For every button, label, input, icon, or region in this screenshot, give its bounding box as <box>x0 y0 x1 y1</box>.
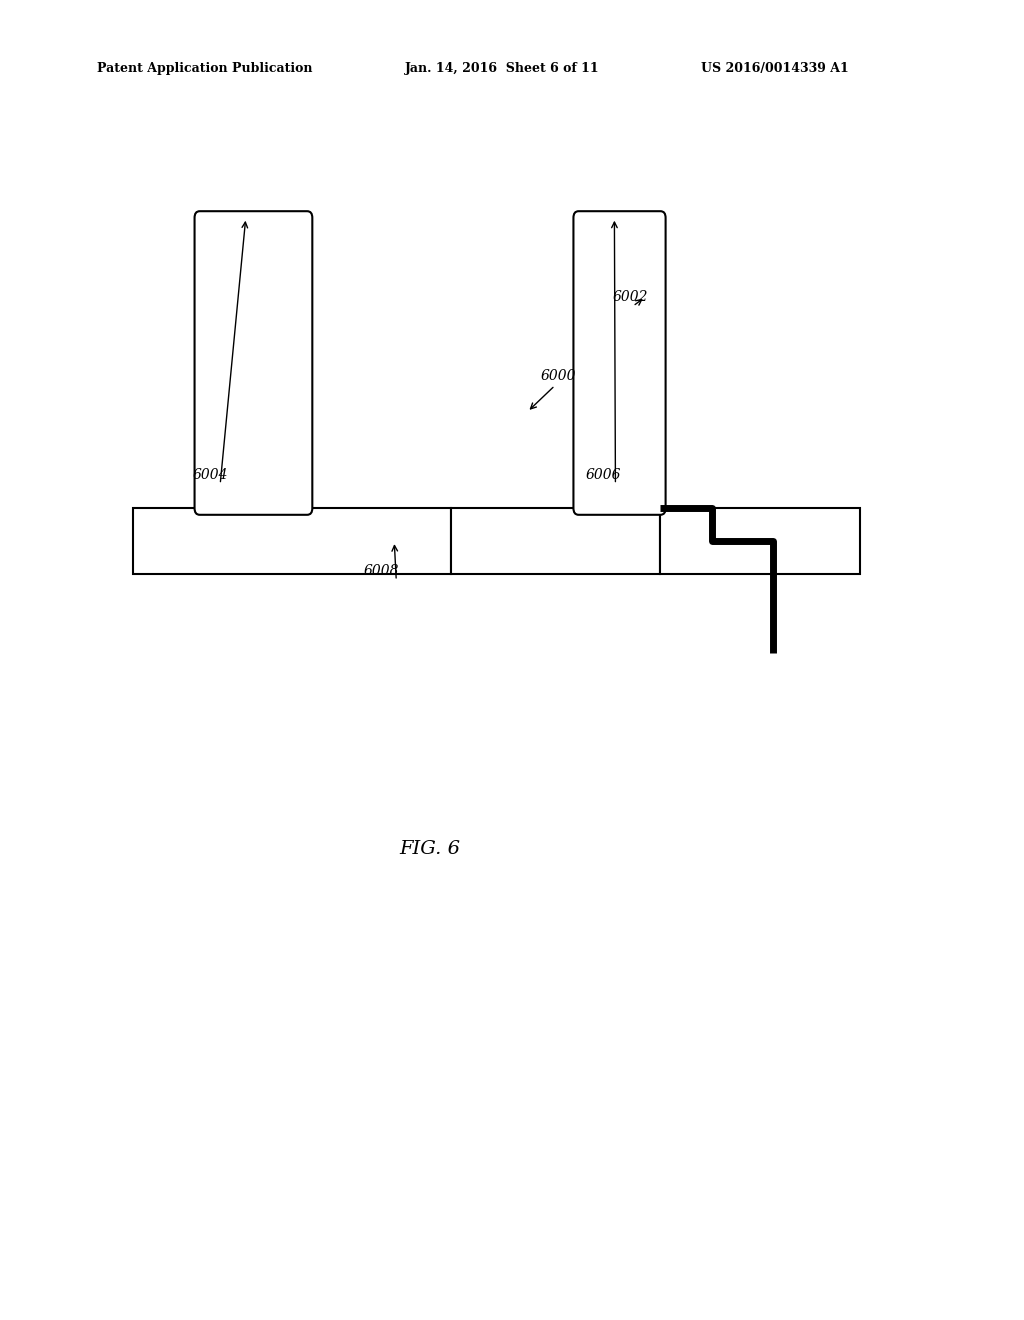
FancyBboxPatch shape <box>573 211 666 515</box>
Text: US 2016/0014339 A1: US 2016/0014339 A1 <box>701 62 849 75</box>
Text: 6008: 6008 <box>364 564 399 578</box>
Text: 6006: 6006 <box>586 467 622 482</box>
Text: 6000: 6000 <box>541 368 577 383</box>
Bar <box>660 508 860 574</box>
Text: FIG. 6: FIG. 6 <box>399 840 461 858</box>
FancyBboxPatch shape <box>195 211 312 515</box>
Text: 6002: 6002 <box>612 289 648 304</box>
Text: Patent Application Publication: Patent Application Publication <box>97 62 312 75</box>
Text: Jan. 14, 2016  Sheet 6 of 11: Jan. 14, 2016 Sheet 6 of 11 <box>404 62 599 75</box>
Bar <box>451 508 660 574</box>
Bar <box>133 508 451 574</box>
Text: 6004: 6004 <box>193 467 228 482</box>
